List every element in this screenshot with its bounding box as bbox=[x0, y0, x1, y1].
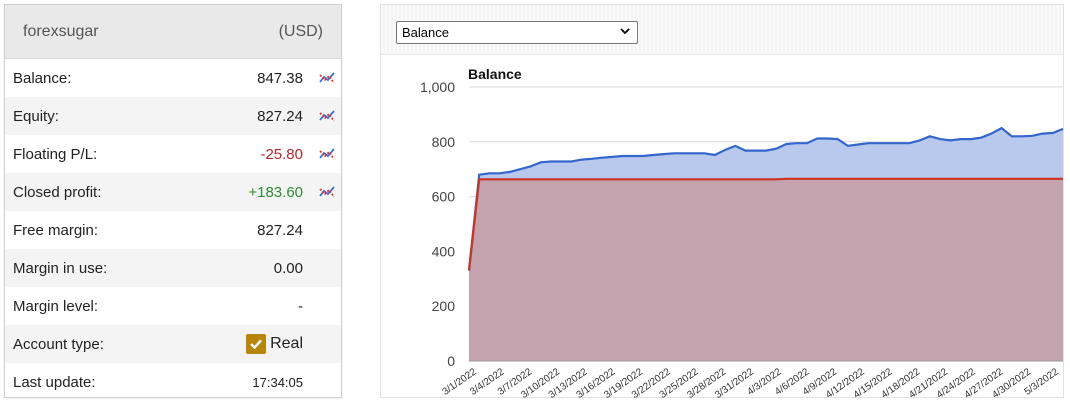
stat-label: Equity: bbox=[13, 107, 59, 125]
stat-label: Margin level: bbox=[13, 297, 99, 315]
y-tick-label: 1,000 bbox=[420, 79, 455, 95]
stat-row: Margin in use: 0.00 bbox=[5, 249, 341, 287]
y-tick-label: 600 bbox=[432, 189, 456, 205]
chevron-down-icon bbox=[620, 28, 630, 35]
stat-row: Equity: 827.24 bbox=[5, 97, 341, 135]
stat-value: - bbox=[298, 297, 303, 315]
stat-label: Margin in use: bbox=[13, 259, 108, 277]
stat-label: Account type: bbox=[13, 335, 104, 353]
balance-line bbox=[467, 126, 1064, 271]
chart-type-select[interactable]: Balance bbox=[396, 21, 638, 44]
y-tick-label: 0 bbox=[447, 353, 455, 369]
stat-label: Free margin: bbox=[13, 221, 99, 239]
stat-value: 847.38 bbox=[257, 69, 303, 87]
stat-value: 0.00 bbox=[273, 259, 303, 277]
deposit-area bbox=[469, 178, 1063, 361]
balance-chart: Balance1,00080060040020003/1/20223/4/202… bbox=[420, 66, 1064, 399]
stat-label: Last update: bbox=[13, 373, 96, 391]
chart-panel: Balance Balance 1,000 800 600 400 200 0 3/1/202… bbox=[380, 4, 1064, 399]
stat-value: 827.24 bbox=[257, 107, 303, 125]
account-currency: (USD) bbox=[278, 22, 323, 40]
y-tick-label: 200 bbox=[432, 298, 456, 314]
account-header: forexsugar (USD) bbox=[5, 5, 341, 59]
stat-label: Floating P/L: bbox=[13, 145, 98, 163]
mini-chart-icon[interactable] bbox=[319, 184, 335, 200]
y-tick-label: 400 bbox=[432, 243, 456, 259]
stat-label: Closed profit: bbox=[13, 183, 102, 201]
chart-type-select-value: Balance bbox=[402, 25, 449, 40]
chart-title: Balance bbox=[468, 66, 522, 82]
stat-row: Last update: 17:34:05 bbox=[5, 363, 341, 401]
account-name: forexsugar bbox=[23, 22, 99, 40]
mini-chart-icon[interactable] bbox=[319, 108, 335, 124]
stat-row: Floating P/L: -25.80 bbox=[5, 135, 341, 173]
stat-row: Margin level: - bbox=[5, 287, 341, 325]
stat-row: Free margin: 827.24 bbox=[5, 211, 341, 249]
account-stats-list: Balance: 847.38 Equity: 827.24 Floating P/L:… bbox=[5, 59, 341, 401]
stat-row: Closed profit: +183.60 bbox=[5, 173, 341, 211]
stat-value: -25.80 bbox=[260, 145, 303, 163]
stat-value: 827.24 bbox=[257, 221, 303, 239]
deposit-line bbox=[467, 177, 1063, 271]
account-panel: forexsugar (USD) Balance: 847.38 Equity: 82… bbox=[4, 4, 342, 398]
chart-toolbar: Balance bbox=[381, 5, 1063, 55]
stat-label: Balance: bbox=[13, 69, 72, 87]
account-type: Real bbox=[246, 334, 303, 354]
y-tick-label: 800 bbox=[432, 134, 456, 150]
stat-row: Account type: Real bbox=[5, 325, 341, 363]
mini-chart-icon[interactable] bbox=[319, 70, 335, 86]
account-type-value: Real bbox=[270, 335, 303, 352]
mini-chart-icon[interactable] bbox=[319, 146, 335, 162]
stat-value: 17:34:05 bbox=[252, 374, 303, 390]
stat-value: +183.60 bbox=[248, 183, 303, 201]
stat-row: Balance: 847.38 bbox=[5, 59, 341, 97]
checkbox-checked-icon bbox=[246, 334, 267, 354]
